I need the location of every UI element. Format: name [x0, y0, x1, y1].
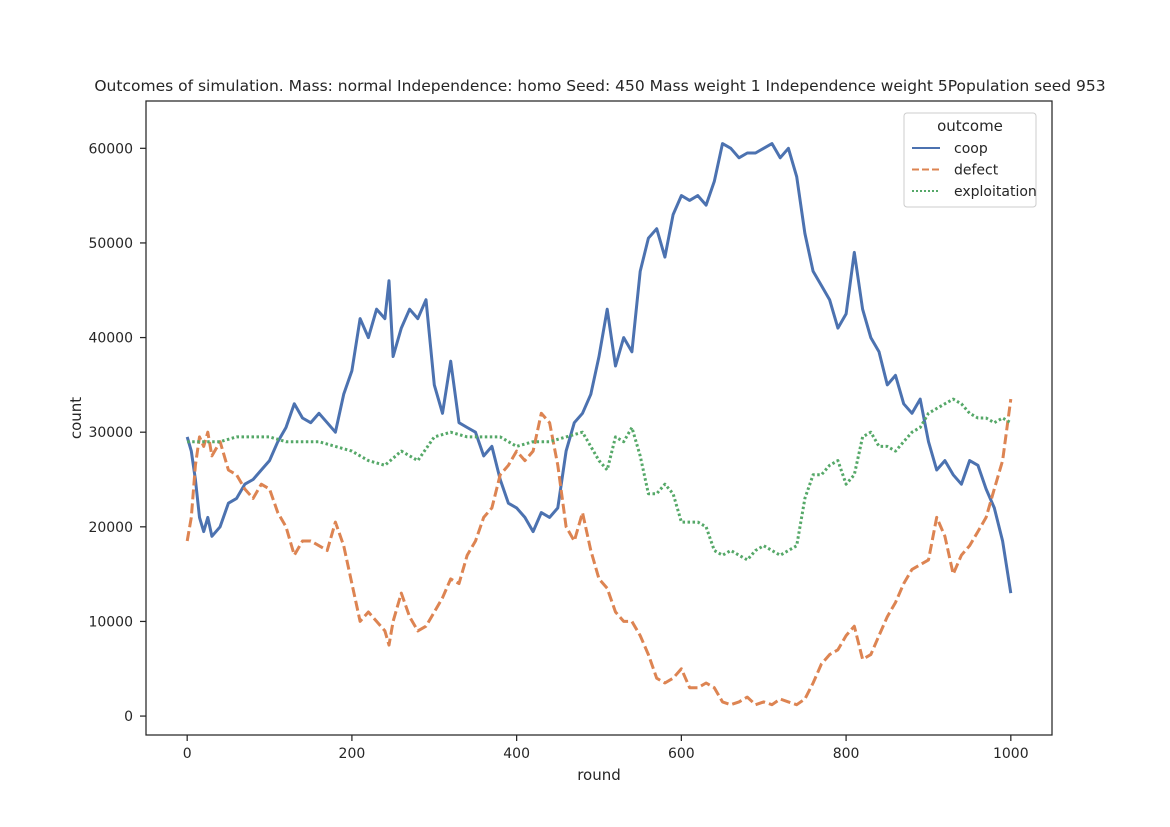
chart-title: Outcomes of simulation. Mass: normal Ind…: [94, 77, 1105, 95]
plot-frame: [145, 100, 1053, 736]
x-tick-label: 800: [833, 746, 860, 762]
y-tick-label: 40000: [88, 331, 133, 347]
y-tick-label: 0: [124, 709, 133, 725]
y-tick-label: 60000: [88, 141, 133, 157]
y-tick-label: 20000: [88, 520, 133, 536]
series-line-exploitation: [187, 397, 1012, 562]
legend-label-coop: coop: [954, 141, 988, 157]
y-tick-label: 10000: [88, 614, 133, 630]
x-tick-label: 600: [668, 746, 695, 762]
legend-label-exploitation: exploitation: [954, 184, 1037, 200]
y-tick-label: 30000: [88, 425, 133, 441]
x-axis-label: round: [577, 766, 621, 784]
x-tick-label: 1000: [993, 746, 1029, 762]
series-line-coop: [185, 142, 1013, 594]
x-tick-label: 200: [339, 746, 366, 762]
x-tick-label: 400: [503, 746, 530, 762]
series-line-defect: [185, 398, 1013, 707]
series-lines: [185, 142, 1013, 707]
legend-label-defect: defect: [954, 163, 999, 179]
x-tick-label: 0: [183, 746, 192, 762]
legend-title: outcome: [937, 117, 1003, 135]
y-tick-label: 50000: [88, 236, 133, 252]
axis-ticks: 0 200 400 600 800 100001000020000300004000050…: [88, 141, 1028, 762]
y-axis-label: count: [67, 397, 85, 439]
legend-box: [903, 112, 1037, 208]
legend-entries: coop defect exploitation: [912, 141, 1037, 200]
legend: outcome coop defect exploitation: [903, 112, 1037, 208]
